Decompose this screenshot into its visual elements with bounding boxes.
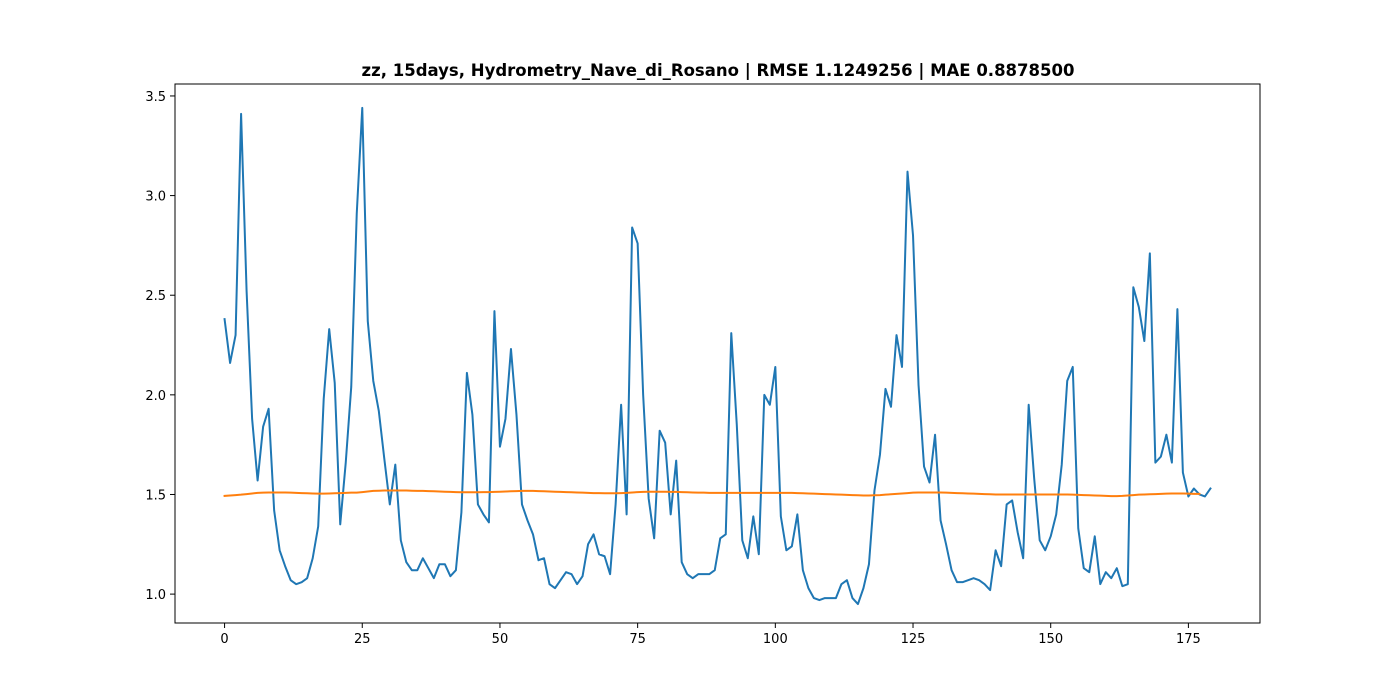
chart-title: zz, 15days, Hydrometry_Nave_di_Rosano | … — [362, 61, 1075, 81]
series-line-1 — [223, 106, 1212, 606]
y-tick-label: 2.5 — [145, 289, 166, 304]
x-tick-label: 75 — [629, 632, 646, 647]
y-tick-label: 1.5 — [145, 488, 166, 503]
series-line-2 — [223, 489, 1201, 498]
y-axis: 1.0 1.5 2.0 2.5 3.0 3.5 — [145, 90, 175, 603]
series-layer — [223, 106, 1212, 606]
x-axis: 0 25 50 75 100 125 150 175 — [220, 623, 1201, 647]
x-tick-label: 50 — [492, 632, 509, 647]
x-tick-label: 125 — [901, 632, 926, 647]
x-tick-label: 150 — [1038, 632, 1063, 647]
y-tick-label: 1.0 — [145, 588, 166, 603]
y-tick-label: 2.0 — [145, 389, 166, 404]
y-tick-label: 3.5 — [145, 90, 166, 105]
x-tick-label: 0 — [220, 632, 228, 647]
x-tick-label: 100 — [763, 632, 788, 647]
plot-frame — [174, 83, 1261, 624]
x-tick-label: 175 — [1176, 632, 1201, 647]
y-tick-label: 3.0 — [145, 190, 166, 205]
x-tick-label: 25 — [354, 632, 371, 647]
